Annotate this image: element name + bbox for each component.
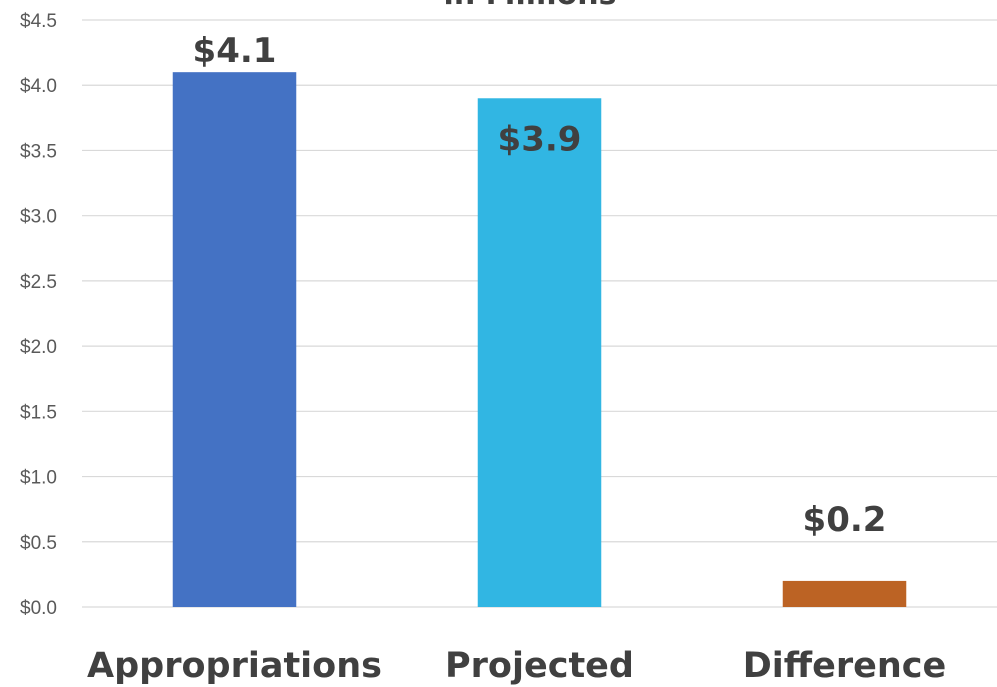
- y-tick-label: $2.5: [20, 272, 57, 293]
- x-category-label: Difference: [743, 646, 947, 686]
- bar-projected: [477, 98, 602, 608]
- y-tick-label: $0.5: [20, 533, 57, 554]
- y-tick-label: $4.5: [20, 11, 57, 32]
- y-tick-label: $2.0: [20, 337, 57, 358]
- y-tick-label: $4.0: [20, 76, 57, 97]
- bars: [172, 72, 907, 608]
- data-label-appropriations: $4.1: [193, 31, 277, 71]
- data-labels: $4.1 $3.9 $0.2: [193, 31, 887, 540]
- y-tick-label: $1.5: [20, 402, 57, 423]
- data-label-difference: $0.2: [803, 500, 887, 540]
- bar-difference: [782, 580, 907, 607]
- x-category-label: Appropriations: [87, 646, 382, 686]
- y-tick-label: $3.0: [20, 207, 57, 228]
- x-axis-category-labels: Appropriations Projected Difference: [87, 646, 946, 686]
- data-label-projected: $3.9: [498, 119, 582, 159]
- y-axis-tick-labels: $0.0 $0.5 $1.0 $1.5 $2.0 $2.5 $3.0 $3.5 $4.0 $4.5: [20, 11, 57, 619]
- y-tick-label: $0.0: [20, 598, 57, 619]
- bar-appropriations: [172, 72, 297, 607]
- y-tick-label: $3.5: [20, 141, 57, 162]
- y-tick-label: $1.0: [20, 468, 57, 489]
- chart-title: in Millions: [444, 0, 617, 12]
- x-category-label: Projected: [445, 646, 634, 686]
